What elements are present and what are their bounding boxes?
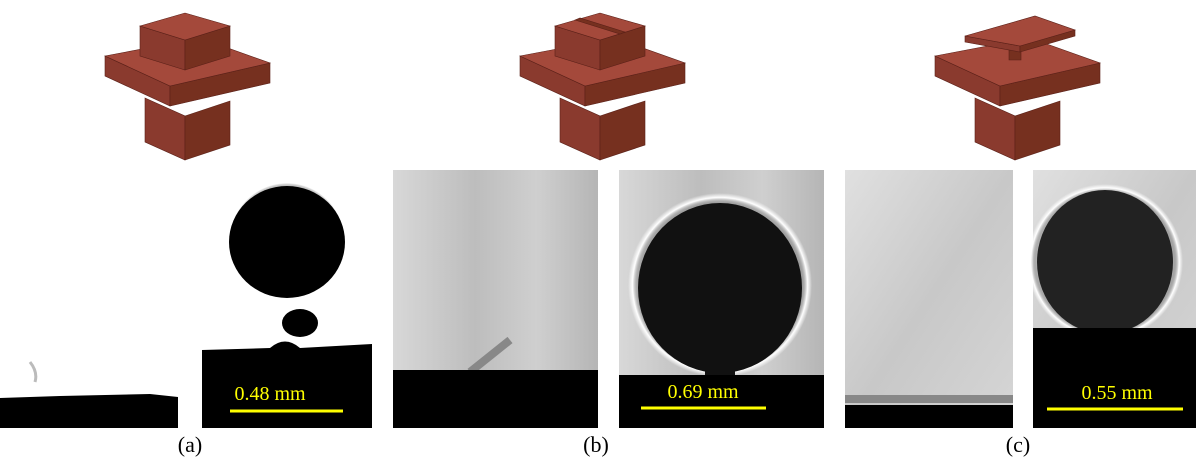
panel-label: (b): [583, 432, 609, 457]
panel-label: (a): [178, 432, 202, 457]
model-face: [145, 98, 185, 160]
figure: 0.48 mm 0.69 mm 0.55 mm (a) (b) (c): [0, 0, 1196, 458]
photo: [845, 170, 1013, 428]
model-face: [185, 101, 230, 160]
model-face: [1015, 101, 1060, 160]
model-face: [975, 98, 1015, 160]
models: [105, 13, 1100, 160]
model-face: [600, 101, 645, 160]
photo: [393, 170, 598, 428]
panel-label: (c): [1006, 432, 1030, 457]
model-face: [560, 98, 600, 160]
scale-label: 0.69 mm: [667, 381, 739, 403]
scale-label: 0.55 mm: [1081, 382, 1153, 404]
photo: [0, 195, 178, 428]
scale-label: 0.48 mm: [234, 383, 306, 405]
